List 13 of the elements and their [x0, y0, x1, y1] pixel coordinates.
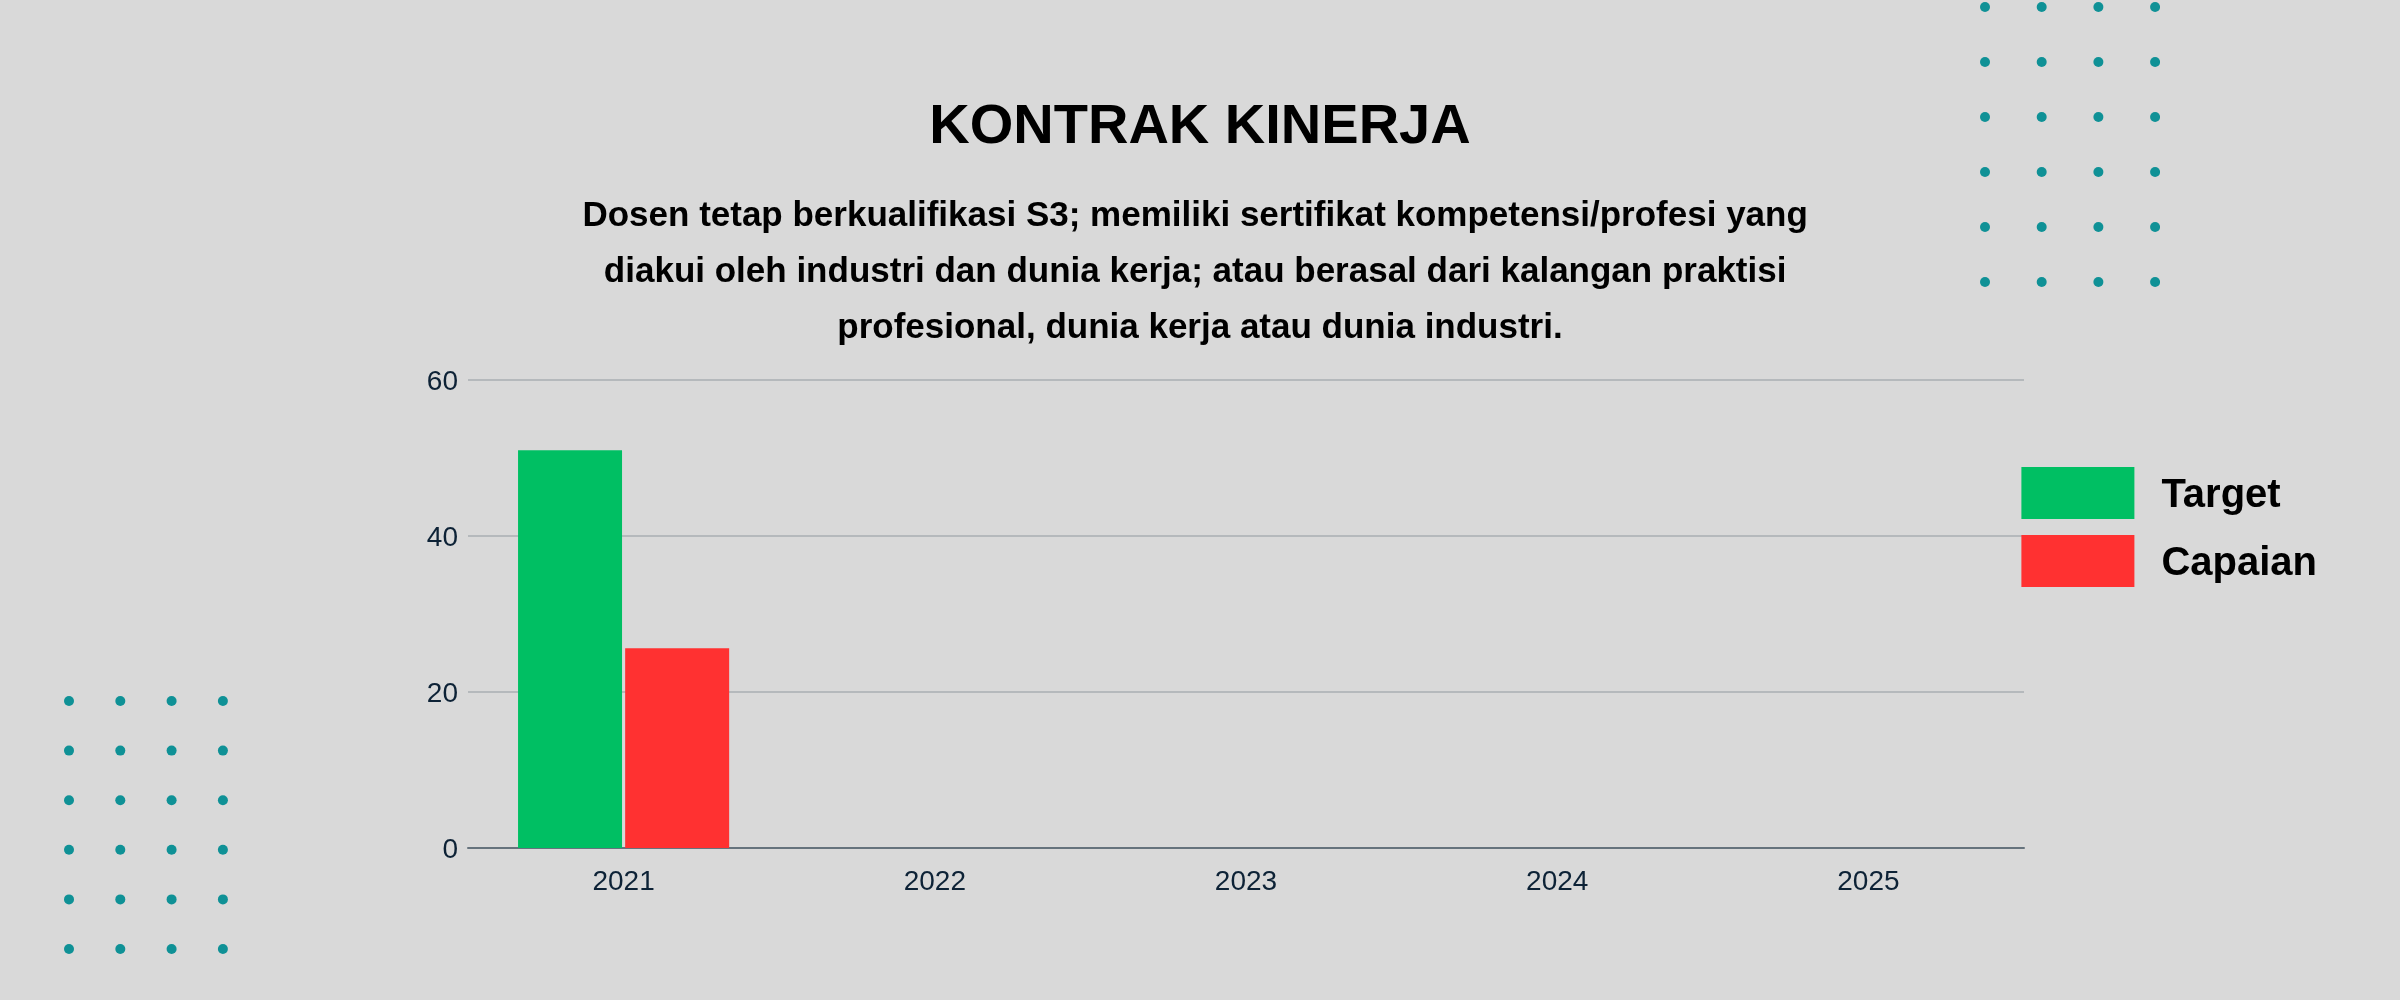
y-tick-label: 20 — [426, 676, 458, 708]
chart-subtitle: Dosen tetap berkualifikasi S3; memiliki sertifikat kompetensi/profesi yang diakui oleh industri dan dunia kerja; atau berasal dari kalangan praktisi profesional, dunia kerja atau dunia industri. — [582, 193, 1818, 345]
x-tick-label: 2025 — [1837, 864, 1900, 896]
chart-title: KONTRAK KINERJA — [929, 91, 1471, 155]
x-tick-label: 2021 — [592, 864, 655, 896]
x-tick-label: 2023 — [1214, 864, 1278, 896]
y-tick-label: 0 — [442, 832, 458, 864]
legend-label: Capaian — [2161, 539, 2317, 583]
x-tick-label: 2024 — [1526, 864, 1589, 896]
y-tick-label: 60 — [426, 364, 458, 396]
y-tick-label: 40 — [426, 520, 458, 552]
legend-label: Target — [2161, 471, 2281, 515]
x-tick-label: 2022 — [903, 864, 966, 896]
